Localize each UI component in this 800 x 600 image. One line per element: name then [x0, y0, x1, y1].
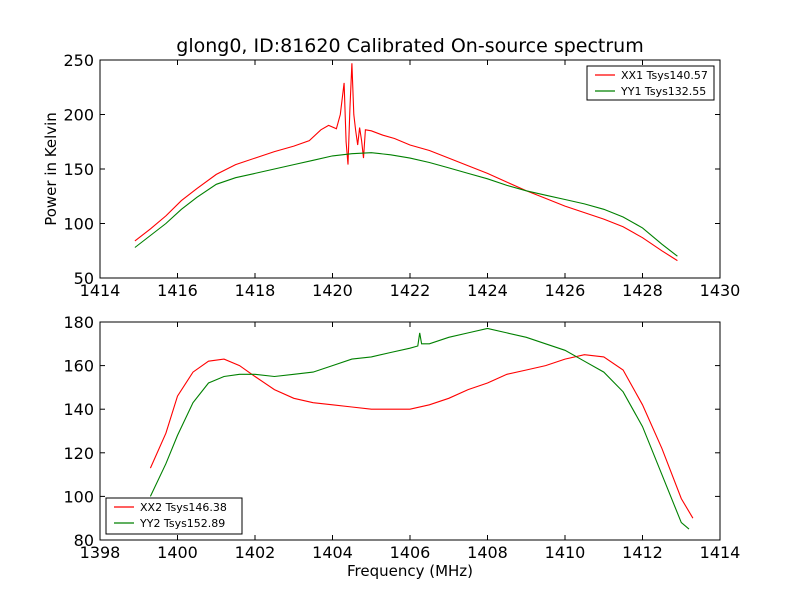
legend-label: XX1 Tsys140.57 [621, 69, 708, 82]
series-line-green-panel1 [134, 152, 678, 257]
x-tick-label: 1404 [312, 543, 353, 562]
x-tick-label: 1418 [235, 281, 276, 300]
x-tick-label: 1408 [467, 543, 508, 562]
legend-label: YY1 Tsys132.55 [620, 85, 706, 98]
x-tick-label: 1428 [622, 281, 663, 300]
bottom-panel: 1398 1400 1402 1404 1406 1408 1410 1412 1414 80 10… [63, 313, 740, 580]
y-tick-label: 80 [74, 531, 94, 550]
x-axis-label: Frequency (MHz) [347, 562, 473, 580]
y-tick-label: 160 [63, 357, 94, 376]
y-tick-label: 100 [63, 215, 94, 234]
series-line-green-panel2 [149, 327, 690, 530]
x-tick-label: 1412 [622, 543, 663, 562]
x-tick-label: 1426 [545, 281, 586, 300]
y-tick-label: 150 [63, 160, 94, 179]
top-panel: 1414 1416 1418 1420 1422 1424 1426 1428 1430 50 10… [42, 51, 740, 300]
x-tick-label: 1410 [545, 543, 586, 562]
legend-label: XX2 Tsys146.38 [140, 501, 227, 514]
legend-box-panel2 [105, 497, 243, 535]
x-tick-label: 1402 [235, 543, 276, 562]
x-tick-label: 1422 [390, 281, 431, 300]
y-tick-label: 250 [63, 51, 94, 70]
y-tick-label: 140 [63, 400, 94, 419]
y-tick-label: 50 [74, 269, 94, 288]
x-tick-label: 1400 [157, 543, 198, 562]
x-tick-label: 1414 [700, 543, 741, 562]
x-tick-label: 1406 [390, 543, 431, 562]
y-axis-label: Power in Kelvin [42, 112, 60, 226]
y-tick-label: 100 [63, 487, 94, 506]
series-line-red-panel1 [134, 63, 678, 262]
y-tick-label: 180 [63, 313, 94, 332]
legend-label: YY2 Tsys152.89 [139, 517, 225, 530]
figure-title: glong0, ID:81620 Calibrated On-source sp… [176, 35, 643, 57]
x-tick-label: 1430 [700, 281, 741, 300]
y-tick-label: 200 [63, 106, 94, 125]
series-line-red-panel2 [149, 354, 694, 519]
y-tick-label: 120 [63, 444, 94, 463]
x-tick-label: 1420 [312, 281, 353, 300]
legend-box-panel1 [586, 65, 715, 101]
x-tick-label: 1424 [467, 281, 508, 300]
x-tick-label: 1416 [157, 281, 198, 300]
x-tick-label: 1398 [80, 543, 121, 562]
x-tick-label: 1414 [80, 281, 121, 300]
